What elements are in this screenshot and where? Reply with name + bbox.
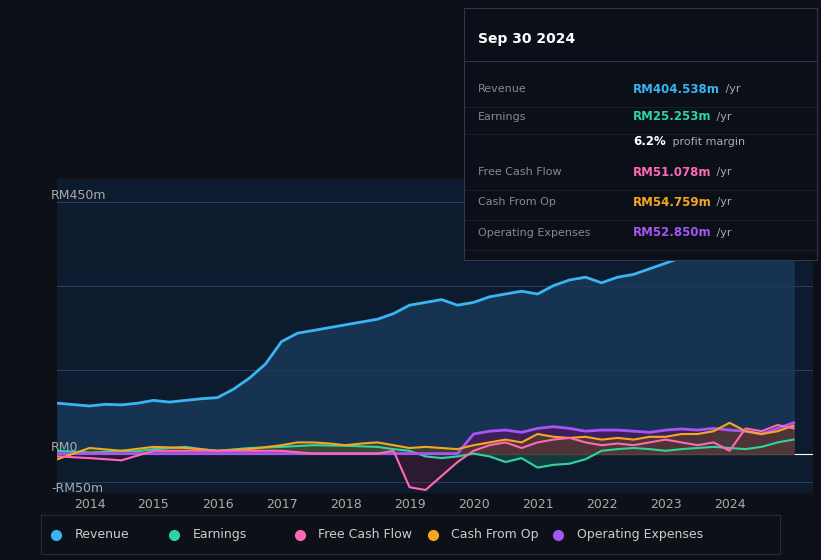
Text: RM54.759m: RM54.759m xyxy=(633,196,712,209)
Text: -RM50m: -RM50m xyxy=(51,482,103,494)
Text: Earnings: Earnings xyxy=(192,528,247,542)
Text: Free Cash Flow: Free Cash Flow xyxy=(478,167,562,177)
Text: RM404.538m: RM404.538m xyxy=(633,82,720,96)
Text: Revenue: Revenue xyxy=(75,528,129,542)
Text: Free Cash Flow: Free Cash Flow xyxy=(319,528,412,542)
Text: Cash From Op: Cash From Op xyxy=(452,528,539,542)
Text: /yr: /yr xyxy=(713,167,732,177)
Text: Operating Expenses: Operating Expenses xyxy=(478,228,590,237)
Text: /yr: /yr xyxy=(713,198,732,207)
Text: RM25.253m: RM25.253m xyxy=(633,110,712,123)
Text: RM51.078m: RM51.078m xyxy=(633,166,712,179)
Text: Sep 30 2024: Sep 30 2024 xyxy=(478,31,576,46)
Text: RM450m: RM450m xyxy=(51,189,107,202)
Text: /yr: /yr xyxy=(722,84,740,94)
Text: 6.2%: 6.2% xyxy=(633,136,666,148)
Text: /yr: /yr xyxy=(713,228,732,237)
Text: profit margin: profit margin xyxy=(668,137,745,147)
Text: RM0: RM0 xyxy=(51,441,79,454)
Text: Revenue: Revenue xyxy=(478,84,527,94)
Text: RM52.850m: RM52.850m xyxy=(633,226,712,239)
Text: /yr: /yr xyxy=(713,112,732,122)
Text: Cash From Op: Cash From Op xyxy=(478,198,556,207)
Text: Operating Expenses: Operating Expenses xyxy=(576,528,703,542)
Text: Earnings: Earnings xyxy=(478,112,526,122)
